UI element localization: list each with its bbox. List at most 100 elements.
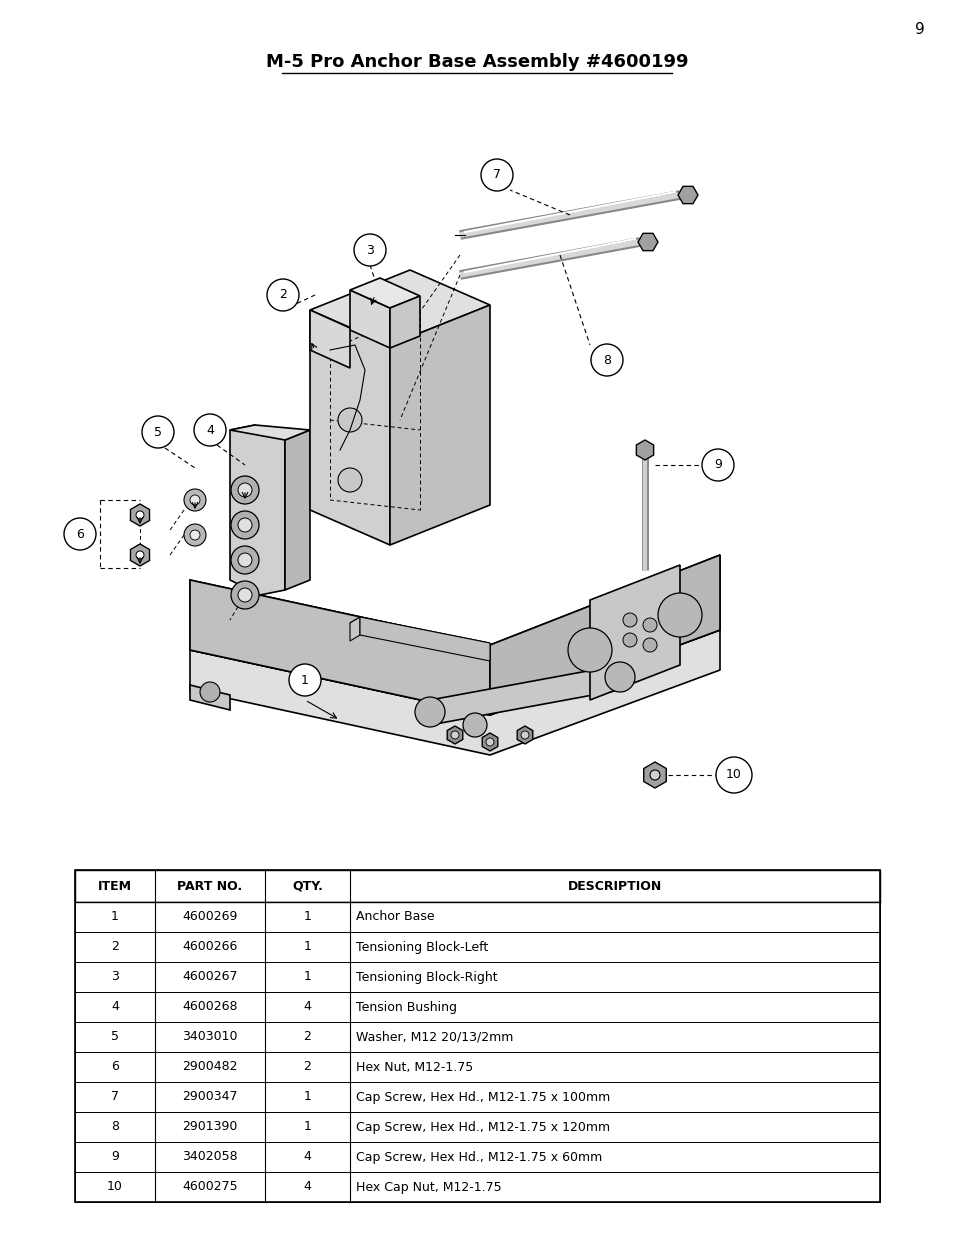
Circle shape <box>485 739 494 746</box>
Text: 2: 2 <box>303 1061 311 1073</box>
Polygon shape <box>310 310 350 368</box>
Circle shape <box>701 450 733 480</box>
Circle shape <box>184 489 206 511</box>
Text: 1: 1 <box>303 971 311 983</box>
Text: M-5 Pro Anchor Base Assembly #4600199: M-5 Pro Anchor Base Assembly #4600199 <box>266 53 687 70</box>
Polygon shape <box>638 233 658 251</box>
Text: 6: 6 <box>76 527 84 541</box>
Polygon shape <box>230 425 285 595</box>
Text: 1: 1 <box>303 1120 311 1134</box>
Text: Tension Bushing: Tension Bushing <box>355 1000 456 1014</box>
Text: 4600275: 4600275 <box>182 1181 237 1193</box>
Polygon shape <box>390 296 419 348</box>
Text: ITEM: ITEM <box>98 879 132 893</box>
Circle shape <box>520 731 529 739</box>
Text: 2900482: 2900482 <box>182 1061 237 1073</box>
Bar <box>75 962 879 992</box>
Text: 3: 3 <box>366 243 374 257</box>
Polygon shape <box>190 630 720 755</box>
Text: 4: 4 <box>303 1151 311 1163</box>
Text: 10: 10 <box>725 768 741 782</box>
Text: Anchor Base: Anchor Base <box>355 910 435 924</box>
Bar <box>75 1052 879 1082</box>
Text: PART NO.: PART NO. <box>177 879 242 893</box>
Text: 8: 8 <box>602 353 610 367</box>
Text: 3402058: 3402058 <box>182 1151 237 1163</box>
Bar <box>75 869 879 1202</box>
Text: 7: 7 <box>493 168 500 182</box>
Circle shape <box>716 757 751 793</box>
Text: 2900347: 2900347 <box>182 1091 237 1104</box>
Polygon shape <box>350 278 419 308</box>
Text: 4600267: 4600267 <box>182 971 237 983</box>
Circle shape <box>184 524 206 546</box>
Text: 4: 4 <box>303 1181 311 1193</box>
Text: 1: 1 <box>303 1091 311 1104</box>
Circle shape <box>200 682 220 701</box>
Polygon shape <box>190 555 720 715</box>
Polygon shape <box>390 305 490 545</box>
Circle shape <box>136 551 144 559</box>
Text: 4600266: 4600266 <box>182 941 237 953</box>
Polygon shape <box>230 425 310 440</box>
Text: 7: 7 <box>111 1091 119 1104</box>
Polygon shape <box>490 555 720 715</box>
Text: Hex Cap Nut, M12-1.75: Hex Cap Nut, M12-1.75 <box>355 1181 501 1193</box>
Circle shape <box>462 713 486 737</box>
Circle shape <box>642 638 657 652</box>
Text: 4600268: 4600268 <box>182 1000 237 1014</box>
Text: 9: 9 <box>914 22 923 37</box>
Text: 1: 1 <box>303 941 311 953</box>
Circle shape <box>237 588 252 601</box>
Circle shape <box>658 593 701 637</box>
Circle shape <box>231 475 258 504</box>
Bar <box>75 1082 879 1112</box>
Circle shape <box>193 414 226 446</box>
Text: Hex Nut, M12-1.75: Hex Nut, M12-1.75 <box>355 1061 473 1073</box>
Text: 1: 1 <box>301 673 309 687</box>
Polygon shape <box>350 290 390 348</box>
Polygon shape <box>589 564 679 700</box>
Circle shape <box>231 580 258 609</box>
Circle shape <box>649 769 659 781</box>
Circle shape <box>190 530 200 540</box>
Text: Tensioning Block-Right: Tensioning Block-Right <box>355 971 497 983</box>
Text: 4: 4 <box>303 1000 311 1014</box>
Circle shape <box>642 618 657 632</box>
Polygon shape <box>285 430 310 590</box>
Text: 4: 4 <box>206 424 213 436</box>
Text: 3403010: 3403010 <box>182 1030 237 1044</box>
Polygon shape <box>643 762 665 788</box>
Polygon shape <box>131 543 150 566</box>
Text: 5: 5 <box>153 426 162 438</box>
Text: 6: 6 <box>111 1061 119 1073</box>
Text: 5: 5 <box>111 1030 119 1044</box>
Circle shape <box>590 345 622 375</box>
Polygon shape <box>131 504 150 526</box>
Text: 4: 4 <box>111 1000 119 1014</box>
Circle shape <box>604 662 635 692</box>
Circle shape <box>354 233 386 266</box>
Polygon shape <box>350 618 490 650</box>
Polygon shape <box>359 618 490 661</box>
Text: 2: 2 <box>303 1030 311 1044</box>
Bar <box>75 869 879 902</box>
Circle shape <box>337 408 361 432</box>
Bar <box>75 992 879 1023</box>
Polygon shape <box>517 726 532 743</box>
Bar <box>75 932 879 962</box>
Text: 2: 2 <box>279 289 287 301</box>
Circle shape <box>231 511 258 538</box>
Text: 2: 2 <box>111 941 119 953</box>
Circle shape <box>190 495 200 505</box>
Text: QTY.: QTY. <box>292 879 323 893</box>
Polygon shape <box>190 580 490 715</box>
Bar <box>75 1172 879 1202</box>
Text: 8: 8 <box>111 1120 119 1134</box>
Polygon shape <box>678 186 698 204</box>
Circle shape <box>142 416 173 448</box>
Circle shape <box>622 613 637 627</box>
Text: 1: 1 <box>111 910 119 924</box>
Polygon shape <box>350 618 359 641</box>
Text: 1: 1 <box>303 910 311 924</box>
